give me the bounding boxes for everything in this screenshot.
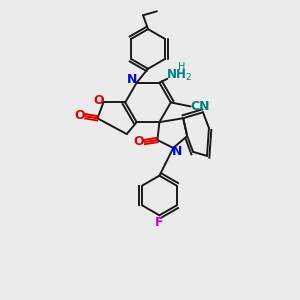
Text: CN: CN [191, 100, 210, 113]
Text: O: O [74, 109, 85, 122]
Text: 2: 2 [185, 73, 191, 82]
Text: NH: NH [167, 68, 187, 81]
Text: N: N [127, 73, 137, 86]
Text: F: F [155, 216, 164, 229]
Text: O: O [93, 94, 104, 107]
Text: H: H [178, 62, 185, 72]
Text: N: N [172, 146, 182, 158]
Text: O: O [133, 136, 144, 148]
